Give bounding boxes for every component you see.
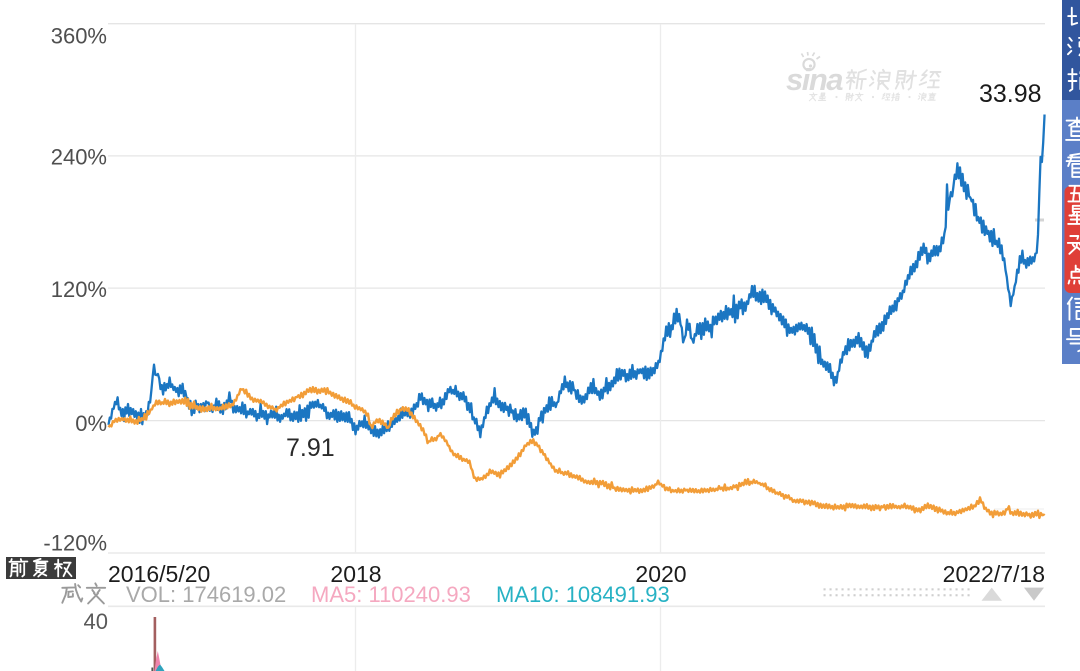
svg-text:360%: 360%: [51, 24, 107, 49]
svg-text:7.91: 7.91: [286, 434, 335, 462]
svg-text:sina: sina: [786, 62, 843, 97]
svg-text:MA10: 108491.93: MA10: 108491.93: [496, 582, 670, 607]
svg-text:2016/5/20: 2016/5/20: [108, 561, 210, 587]
svg-text:2020: 2020: [635, 561, 686, 587]
svg-text:40: 40: [84, 609, 108, 634]
svg-text:2022/7/18: 2022/7/18: [943, 561, 1045, 587]
svg-text:2018: 2018: [330, 561, 381, 587]
svg-text:-120%: -120%: [43, 531, 107, 556]
svg-text:MA5: 110240.93: MA5: 110240.93: [311, 582, 471, 607]
svg-text:33.98: 33.98: [979, 80, 1042, 108]
svg-text:120%: 120%: [51, 277, 107, 302]
svg-text:0%: 0%: [75, 411, 107, 436]
svg-text:VOL: 174619.02: VOL: 174619.02: [126, 582, 286, 607]
svg-text:240%: 240%: [51, 145, 107, 170]
